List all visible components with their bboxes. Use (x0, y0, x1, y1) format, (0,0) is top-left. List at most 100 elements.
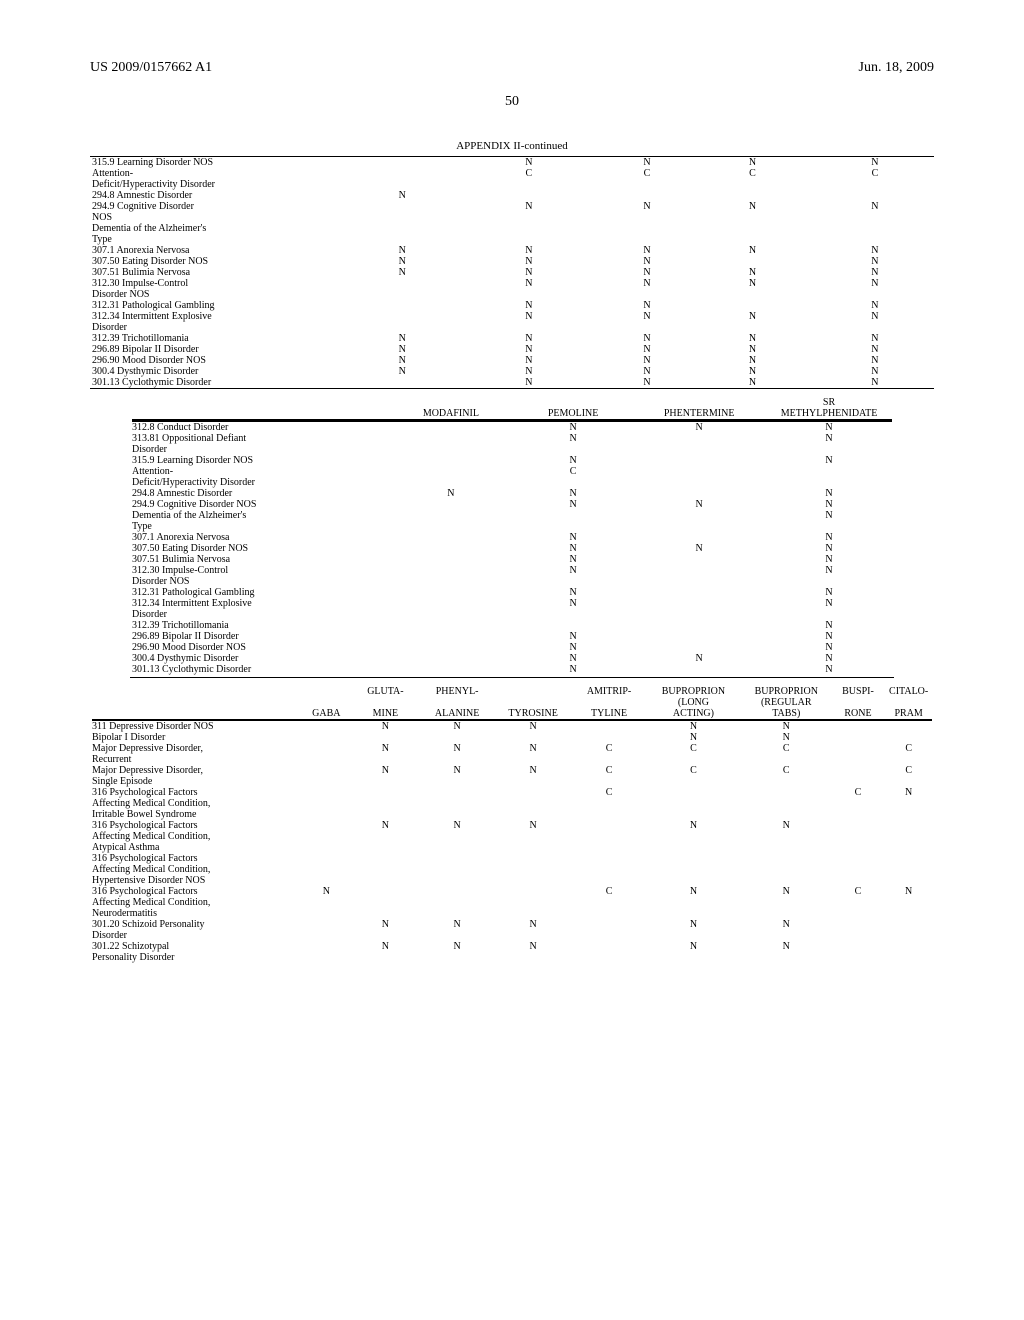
value-cell (352, 875, 420, 886)
value-cell: N (453, 344, 605, 355)
value-cell: C (605, 168, 689, 179)
value-cell (833, 831, 884, 842)
col-header: SR (764, 397, 894, 408)
value-cell: N (764, 510, 894, 521)
value-cell (453, 212, 605, 223)
disorder-cell: 296.89 Bipolar II Disorder (130, 631, 390, 642)
value-cell (764, 477, 894, 488)
disorder-cell: Major Depressive Disorder, (90, 743, 301, 754)
value-cell (833, 776, 884, 787)
value-cell: N (605, 245, 689, 256)
value-cell: N (419, 765, 495, 776)
table-row: Type (90, 234, 934, 245)
value-cell (764, 444, 894, 455)
page-number: 50 (90, 94, 934, 110)
disorder-cell: 315.9 Learning Disorder NOS (130, 455, 390, 466)
value-cell (571, 798, 647, 809)
value-cell: N (740, 820, 833, 831)
value-cell (390, 510, 512, 521)
col-header (90, 697, 301, 708)
disorder-cell: NOS (90, 212, 352, 223)
value-cell: N (352, 765, 420, 776)
value-cell: C (689, 168, 816, 179)
value-cell (689, 289, 816, 300)
value-cell: N (512, 433, 634, 444)
value-cell (883, 842, 934, 853)
value-cell (883, 809, 934, 820)
value-cell: N (764, 565, 894, 576)
disorder-cell: Affecting Medical Condition, (90, 831, 301, 842)
value-cell (689, 212, 816, 223)
table3: GLUTA-PHENYL-AMITRIP-BUPROPRIONBUPROPRIO… (90, 686, 934, 963)
value-cell (883, 732, 934, 743)
value-cell: N (419, 721, 495, 732)
value-cell (352, 278, 453, 289)
disorder-cell: Major Depressive Disorder, (90, 765, 301, 776)
col-header (883, 697, 934, 708)
value-cell (833, 798, 884, 809)
value-cell (390, 554, 512, 565)
value-cell: C (833, 787, 884, 798)
value-cell: C (571, 743, 647, 754)
value-cell (301, 941, 352, 952)
col-header: RONE (833, 708, 884, 719)
disorder-cell: 294.9 Cognitive Disorder (90, 201, 352, 212)
value-cell: N (352, 333, 453, 344)
value-cell: N (764, 587, 894, 598)
value-cell (571, 864, 647, 875)
col-header: MINE (352, 708, 420, 719)
col-header (634, 397, 764, 408)
table-row: 301.13 Cyclothymic DisorderNN (130, 664, 894, 675)
value-cell: N (689, 333, 816, 344)
value-cell: N (816, 267, 934, 278)
value-cell: N (352, 721, 420, 732)
table-row: 313.81 Oppositional DefiantNN (130, 433, 894, 444)
value-cell: N (352, 366, 453, 377)
value-cell: N (512, 422, 634, 433)
value-cell: N (352, 743, 420, 754)
table-row: Type (130, 521, 894, 532)
disorder-cell: 316 Psychological Factors (90, 820, 301, 831)
value-cell (634, 642, 764, 653)
value-cell: N (764, 488, 894, 499)
table-row: 294.9 Cognitive DisorderNNNN (90, 201, 934, 212)
col-header: TYROSINE (495, 708, 571, 719)
table-row: Disorder (90, 930, 934, 941)
value-cell (634, 587, 764, 598)
table-row: Dementia of the Alzheimer's (90, 223, 934, 234)
value-cell (634, 488, 764, 499)
value-cell (571, 930, 647, 941)
value-cell (419, 798, 495, 809)
value-cell: N (764, 455, 894, 466)
value-cell (689, 256, 816, 267)
col-header: GABA (301, 708, 352, 719)
value-cell (740, 864, 833, 875)
value-cell (512, 477, 634, 488)
disorder-cell: Disorder (90, 322, 352, 333)
disorder-cell: Disorder (130, 609, 390, 620)
disorder-cell: 312.8 Conduct Disorder (130, 422, 390, 433)
col-header (90, 686, 301, 697)
value-cell (883, 919, 934, 930)
value-cell (495, 908, 571, 919)
table-row: 301.20 Schizoid PersonalityNNNNN (90, 919, 934, 930)
table-row: 307.50 Eating Disorder NOSNNN (130, 543, 894, 554)
value-cell (301, 787, 352, 798)
value-cell (453, 179, 605, 190)
table-row: Bipolar I DisorderNN (90, 732, 934, 743)
value-cell (352, 201, 453, 212)
value-cell (883, 853, 934, 864)
value-cell (390, 631, 512, 642)
value-cell: N (352, 919, 420, 930)
value-cell (352, 179, 453, 190)
value-cell (883, 721, 934, 732)
disorder-cell: 294.8 Amnestic Disorder (130, 488, 390, 499)
value-cell (689, 300, 816, 311)
value-cell (605, 322, 689, 333)
value-cell: N (512, 653, 634, 664)
value-cell: N (352, 245, 453, 256)
value-cell (647, 831, 740, 842)
value-cell (740, 798, 833, 809)
value-cell: N (605, 355, 689, 366)
value-cell (883, 897, 934, 908)
